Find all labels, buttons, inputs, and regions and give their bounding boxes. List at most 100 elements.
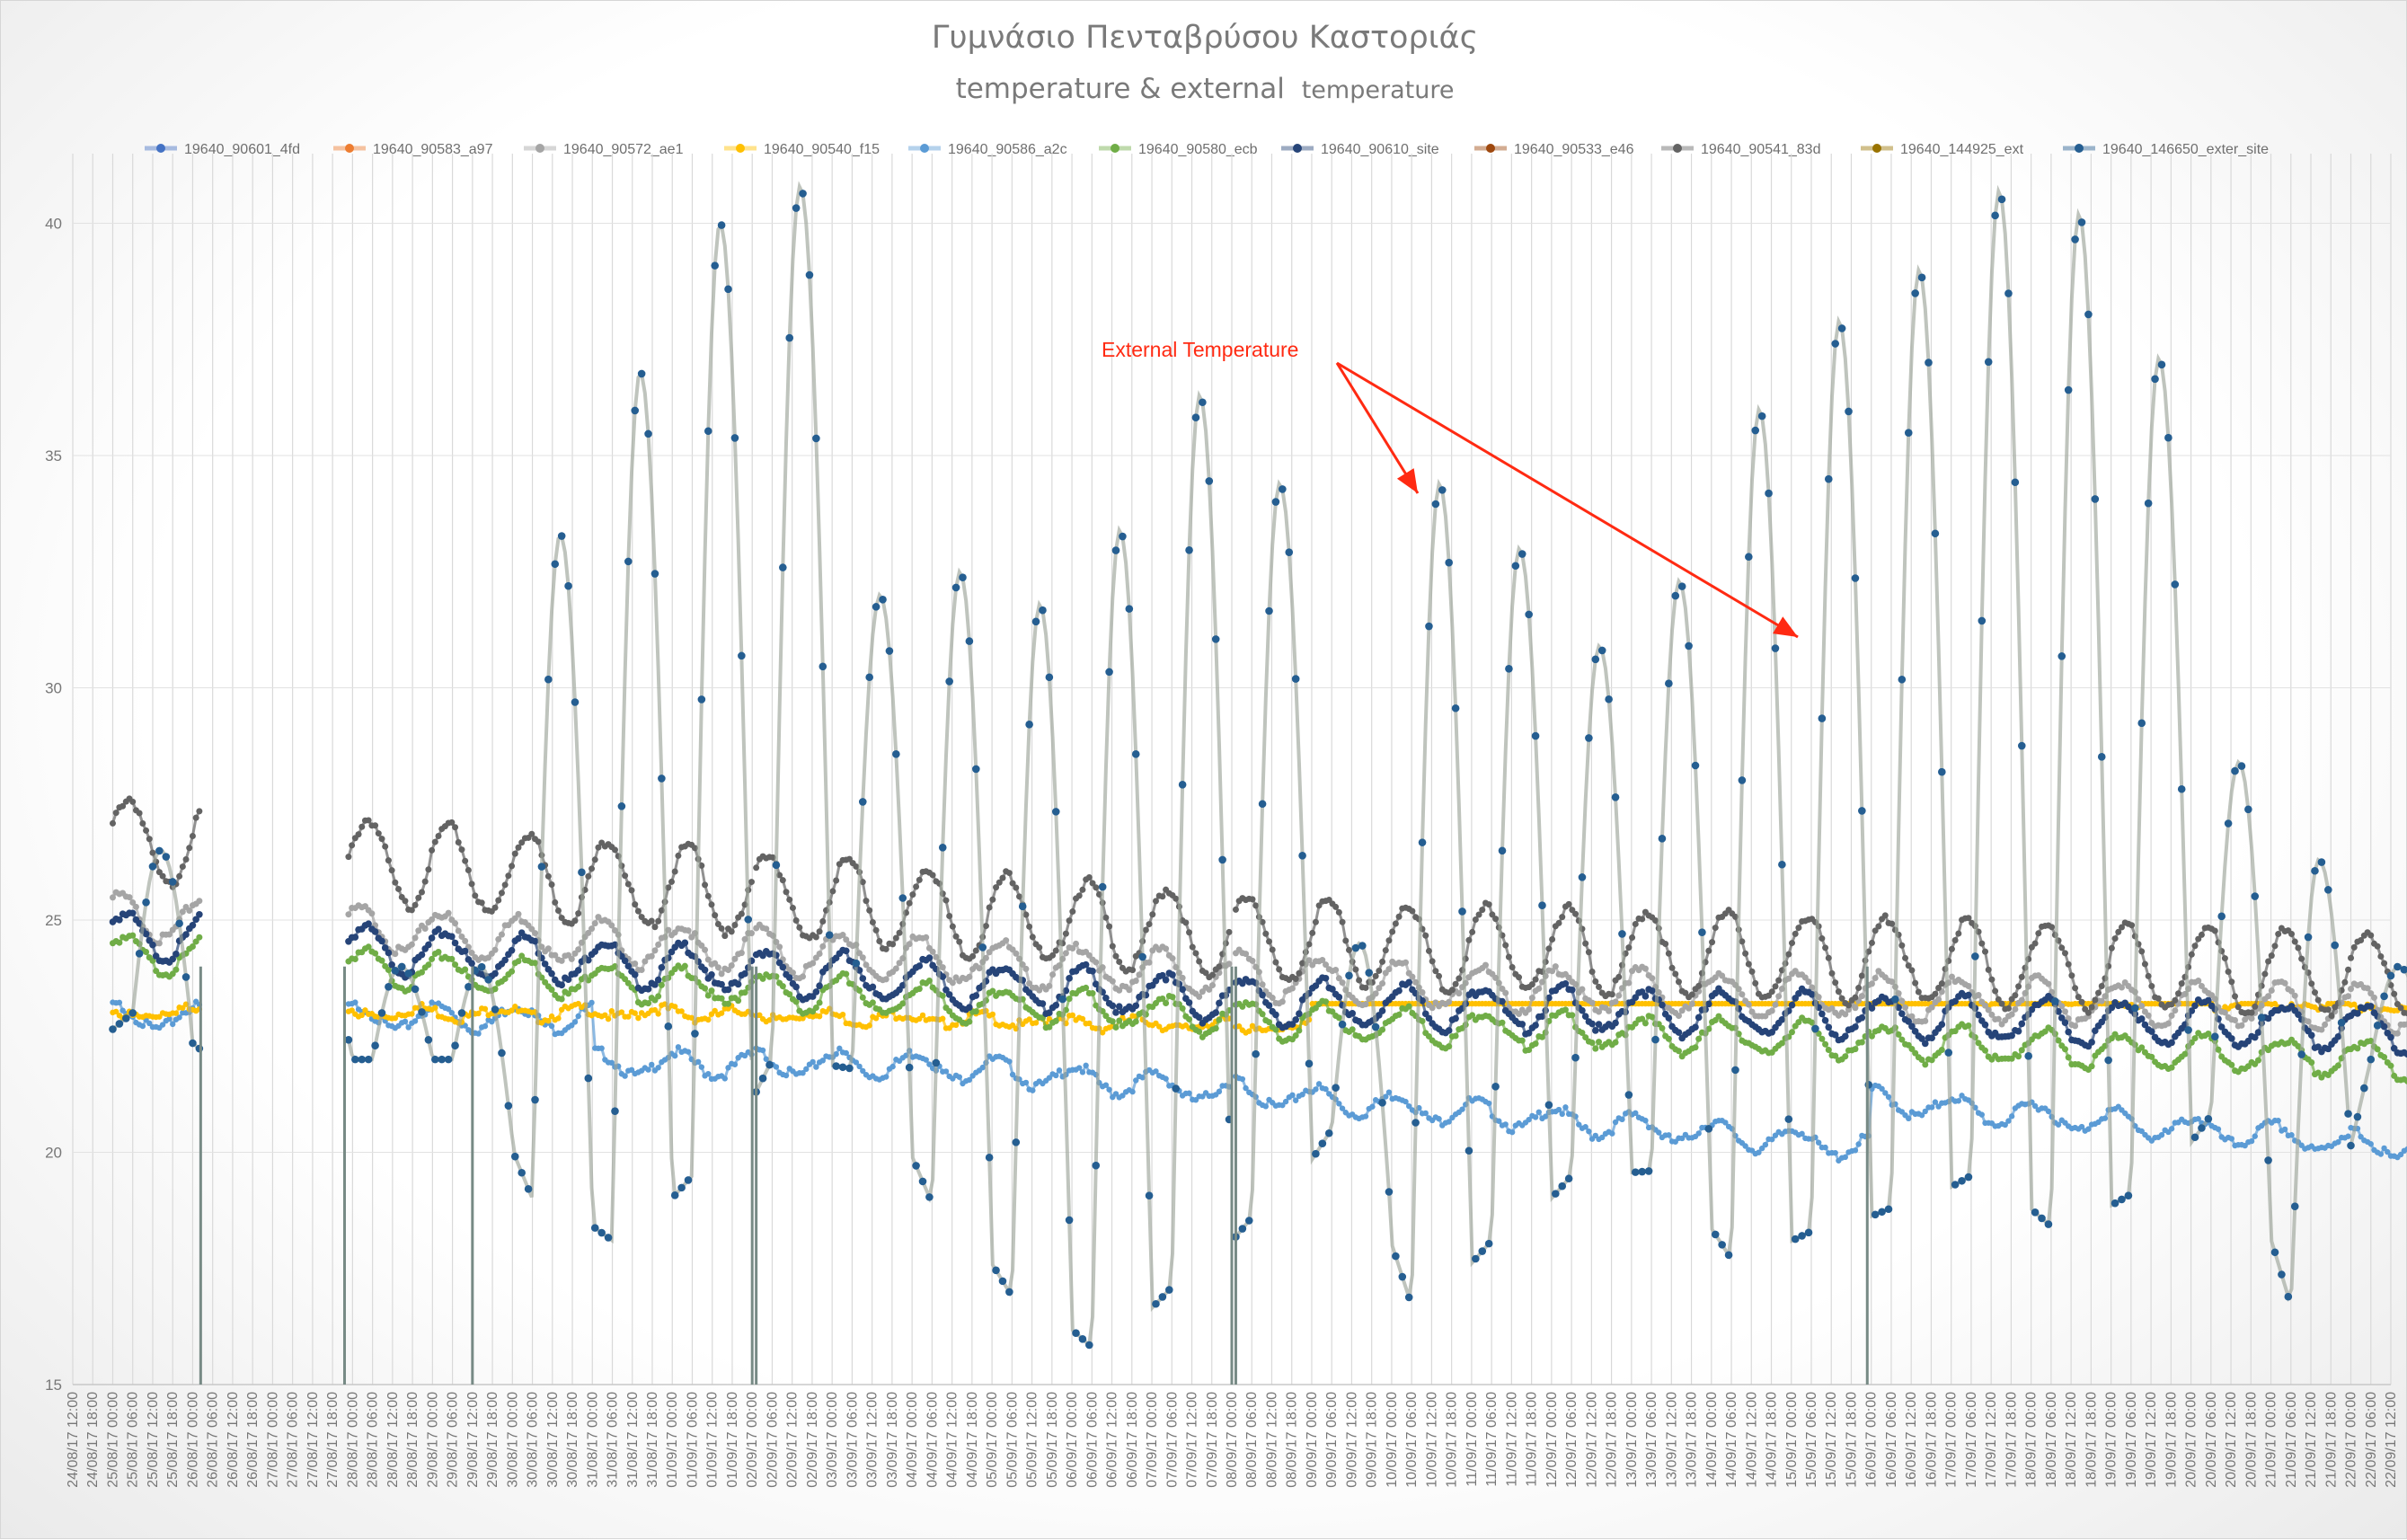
x-tick-label: 18/09/17 12:00 <box>2064 1392 2079 1488</box>
data-point <box>2072 985 2078 991</box>
data-point <box>555 1015 561 1021</box>
data-point <box>712 912 718 918</box>
data-point <box>512 851 518 857</box>
data-point <box>2264 1156 2272 1164</box>
data-point <box>1978 617 1986 625</box>
x-tick-label: 03/09/17 12:00 <box>865 1392 881 1488</box>
data-point <box>1149 911 1155 917</box>
x-tick-label: 16/09/17 00:00 <box>1864 1392 1880 1488</box>
data-point <box>1456 976 1462 982</box>
data-point <box>1126 605 1134 613</box>
data-point <box>351 1056 359 1064</box>
data-point <box>792 204 801 212</box>
data-point <box>1500 1020 1506 1026</box>
data-point <box>1758 412 1766 420</box>
data-point <box>898 894 907 902</box>
legend-label: 19640_90541_83d <box>1701 142 1820 157</box>
data-point <box>622 872 628 879</box>
data-point <box>793 917 800 924</box>
data-point <box>870 919 876 925</box>
data-point <box>2329 1013 2335 1019</box>
data-point <box>930 872 936 878</box>
data-point <box>425 961 431 968</box>
data-point <box>1252 1050 1260 1058</box>
data-point <box>2308 980 2314 987</box>
data-point <box>1559 914 1565 920</box>
data-point <box>2138 1015 2146 1022</box>
data-point <box>2137 720 2146 728</box>
data-point <box>1083 961 1090 969</box>
data-point <box>1929 1104 1934 1110</box>
data-point <box>1806 978 1812 985</box>
data-point <box>1592 1027 1599 1034</box>
x-tick-label: 06/09/17 18:00 <box>1125 1392 1140 1488</box>
data-point <box>1086 1021 1092 1026</box>
data-point <box>1586 1128 1591 1134</box>
data-point <box>2065 1029 2072 1036</box>
data-point <box>127 894 133 900</box>
data-point <box>2189 951 2195 958</box>
data-point <box>1296 1010 1303 1017</box>
data-point <box>1212 1009 1219 1016</box>
data-point <box>389 867 395 873</box>
data-point <box>535 838 542 845</box>
data-point <box>2057 652 2066 660</box>
data-point <box>840 1012 845 1017</box>
data-point <box>1312 1150 1320 1158</box>
data-point <box>1405 1294 1413 1302</box>
data-point <box>156 940 163 946</box>
data-point <box>739 950 745 956</box>
data-point <box>1465 1146 1473 1155</box>
data-point <box>1080 1069 1085 1075</box>
data-point <box>1192 950 1199 956</box>
data-point <box>1342 937 1349 943</box>
data-point <box>2032 940 2039 946</box>
data-point <box>435 925 442 933</box>
data-point <box>1571 1054 1580 1062</box>
data-point <box>1163 977 1170 984</box>
x-tick-label: 08/09/17 18:00 <box>1285 1392 1300 1488</box>
data-point <box>1745 553 1753 561</box>
data-point <box>1019 903 1027 911</box>
data-point <box>1409 907 1415 914</box>
data-point <box>1642 1118 1648 1123</box>
data-point <box>532 938 539 945</box>
data-point <box>1272 1012 1279 1019</box>
legend-swatch-dot <box>156 144 165 153</box>
data-point <box>1532 732 1540 740</box>
data-point <box>146 836 153 842</box>
data-point <box>588 1000 594 1005</box>
data-point <box>475 1031 481 1036</box>
data-point <box>1023 1080 1029 1085</box>
data-point <box>1153 898 1159 904</box>
y-tick-label: 25 <box>45 912 62 929</box>
data-point <box>2099 983 2105 989</box>
data-point <box>1491 1083 1500 1091</box>
data-point <box>419 889 425 895</box>
data-point <box>469 881 475 887</box>
data-point <box>1110 1018 1116 1024</box>
data-point <box>492 905 499 911</box>
data-point <box>548 970 555 978</box>
data-point <box>1086 874 1093 881</box>
data-point <box>972 766 980 774</box>
data-point <box>2146 973 2152 979</box>
data-point <box>760 1048 765 1053</box>
data-point <box>438 1056 446 1064</box>
data-point <box>598 1046 604 1051</box>
data-point <box>551 560 559 568</box>
data-point <box>1143 927 1149 934</box>
y-tick-label: 35 <box>45 447 62 465</box>
x-tick-label: 27/08/17 18:00 <box>325 1392 341 1488</box>
x-tick-label: 22/09/17 12:00 <box>2384 1392 2399 1488</box>
data-point <box>1429 1005 1436 1011</box>
data-point <box>664 1022 672 1031</box>
data-point <box>452 920 458 926</box>
x-tick-label: 27/08/17 00:00 <box>265 1392 280 1488</box>
legend-label: 19640_90580_ecb <box>1138 142 1258 157</box>
data-point <box>893 934 899 941</box>
data-point <box>1678 582 1686 590</box>
x-tick-label: 04/09/17 12:00 <box>945 1392 960 1488</box>
data-point <box>2015 1028 2022 1035</box>
data-point <box>1093 959 1099 965</box>
